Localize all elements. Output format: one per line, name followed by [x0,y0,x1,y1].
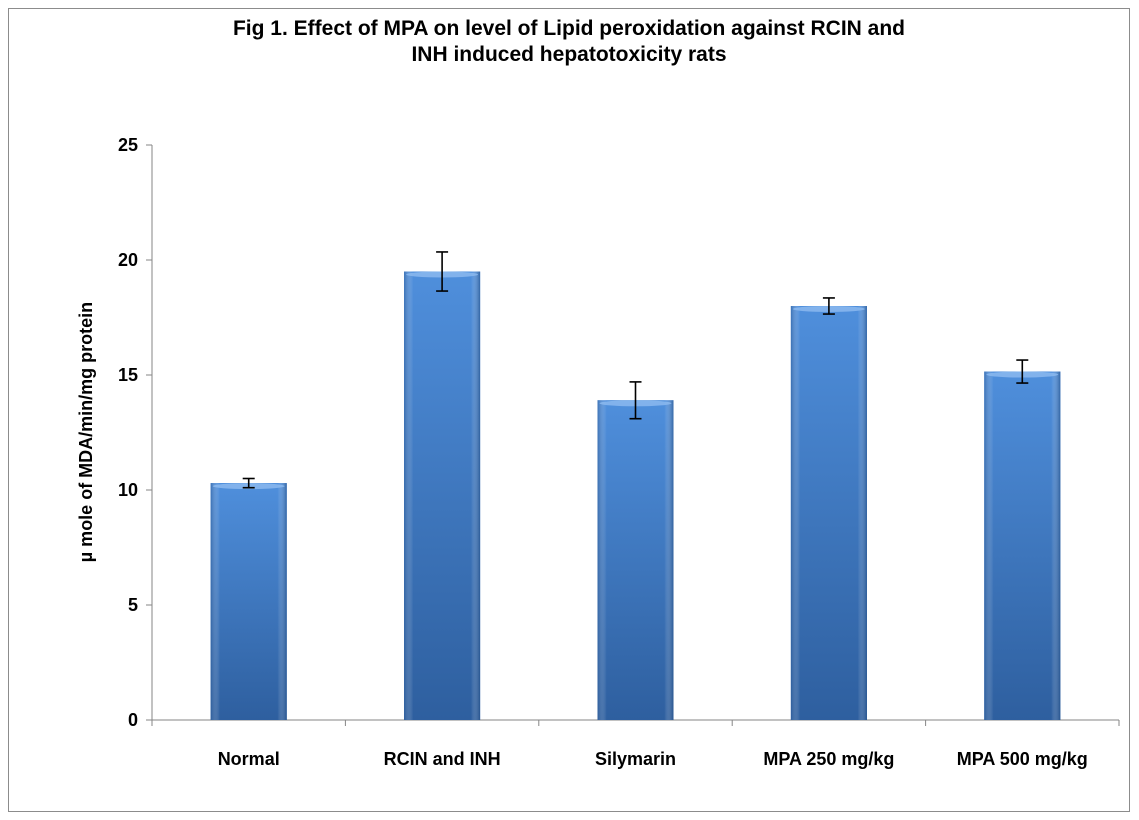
bar-1 [404,271,481,720]
y-tick-label: 15 [118,365,138,385]
error-bar-2 [629,381,642,420]
bar-shading [984,371,1061,720]
bar-4 [984,371,1061,720]
y-tick-label: 0 [128,710,138,730]
error-bar-1 [436,251,449,292]
x-tick-label: RCIN and INH [384,749,501,769]
chart-frame [8,8,1130,812]
x-tick-label: MPA 500 mg/kg [957,749,1088,769]
bar-shading [404,271,481,720]
chart-title: Fig 1. Effect of MPA on level of Lipid p… [8,16,1130,68]
bar-shading [210,483,287,720]
y-tick-label: 25 [118,135,138,155]
y-axis-label: µ mole of MDA/min/mg protein [76,302,96,562]
y-tick-label: 10 [118,480,138,500]
error-bar-3 [822,297,835,315]
bar-shading [790,306,867,720]
bar-2 [597,400,674,720]
tick-labels: 0 5 10 15 20 25 Normal RCIN and INH Silymarin MPA… [118,135,1088,769]
error-bar-0 [242,477,255,489]
y-tick-label: 20 [118,250,138,270]
bar-3 [790,306,867,720]
x-tick-label: MPA 250 mg/kg [763,749,894,769]
error-bar-4 [1016,359,1029,384]
x-tick-label: Silymarin [595,749,676,769]
y-tick-label: 5 [128,595,138,615]
chart-title-line-1: Fig 1. Effect of MPA on level of Lipid p… [232,17,906,40]
x-tick-label: Normal [218,749,280,769]
bar-shading [597,400,674,720]
bars [210,251,1061,720]
bar-0 [210,483,287,720]
chart-title-line-2: INH induced hepatotoxicity rats [411,43,727,66]
